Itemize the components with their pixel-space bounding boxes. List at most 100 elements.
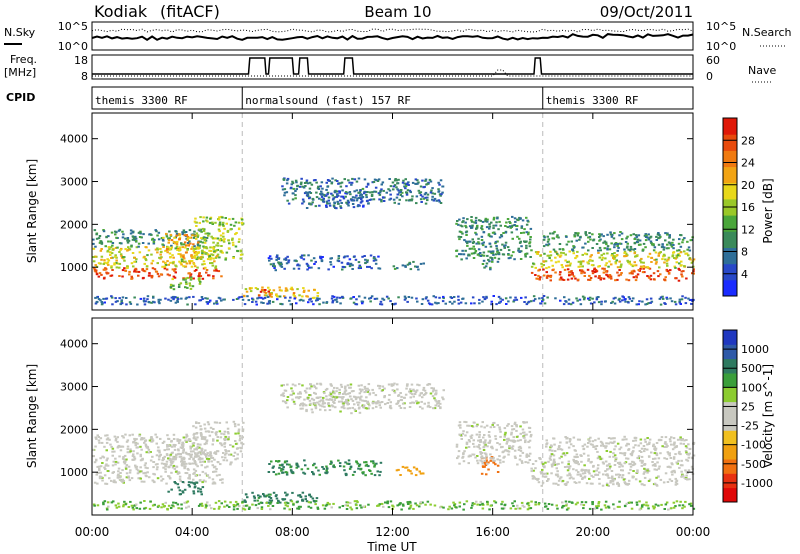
scatter-cell — [620, 238, 624, 241]
scatter-cell — [396, 193, 399, 196]
scatter-cell — [477, 439, 480, 442]
scatter-cell — [555, 463, 559, 466]
scatter-cell — [285, 288, 288, 291]
scatter-cell — [432, 199, 436, 202]
scatter-cell — [322, 467, 325, 470]
scatter-cell — [544, 461, 547, 464]
scatter-cell — [643, 450, 646, 453]
scatter-cell — [480, 452, 484, 454]
scatter-cell — [556, 475, 560, 478]
scatter-cell — [103, 500, 107, 503]
scatter-cell — [183, 501, 186, 504]
scatter-cell — [455, 249, 458, 252]
scatter-cell — [197, 487, 200, 490]
scatter-cell — [548, 257, 551, 259]
scatter-cell — [613, 437, 616, 440]
scatter-cell — [138, 236, 142, 238]
scatter-cell — [114, 297, 117, 300]
scatter-cell — [337, 459, 340, 462]
scatter-cell — [232, 244, 235, 247]
scatter-cell — [598, 275, 601, 277]
scatter-cell — [500, 235, 504, 238]
scatter-cell — [183, 467, 186, 470]
scatter-cell — [281, 188, 285, 191]
scatter-cell — [327, 403, 330, 405]
scatter-cell — [195, 455, 198, 458]
scatter-cell — [569, 474, 572, 477]
scatter-cell — [500, 234, 503, 236]
scatter-cell — [459, 301, 463, 304]
scatter-cell — [381, 297, 384, 300]
scatter-cell — [513, 421, 517, 424]
scatter-cell — [431, 395, 435, 398]
scatter-cell — [594, 439, 597, 442]
scatter-cell — [202, 220, 205, 223]
scatter-cell — [215, 300, 218, 303]
scatter-cell — [367, 465, 370, 468]
scatter-cell — [338, 296, 342, 299]
scatter-cell — [217, 270, 221, 273]
scatter-cell — [510, 431, 513, 434]
scatter-cell — [666, 465, 670, 468]
scatter-cell — [351, 399, 355, 402]
scatter-cell — [347, 201, 350, 204]
scatter-cell — [540, 265, 544, 268]
scatter-cell — [536, 253, 539, 255]
scatter-cell — [681, 295, 684, 298]
scatter-cell — [438, 200, 441, 203]
scatter-cell — [672, 456, 676, 459]
scatter-cell — [156, 449, 160, 452]
scatter-cell — [519, 217, 522, 220]
scatter-cell — [156, 466, 159, 469]
scatter-cell — [585, 482, 589, 485]
scatter-cell — [602, 445, 606, 448]
scatter-cell — [493, 256, 497, 259]
scatter-cell — [100, 240, 103, 243]
scatter-cell — [193, 254, 197, 257]
scatter-cell — [131, 455, 135, 457]
scatter-cell — [670, 443, 673, 446]
scatter-cell — [177, 286, 181, 288]
scatter-cell — [527, 504, 531, 507]
scatter-cell — [121, 269, 125, 272]
scatter-cell — [171, 261, 175, 264]
scatter-cell — [519, 250, 522, 253]
scatter-cell — [588, 274, 591, 277]
scatter-cell — [625, 252, 628, 255]
scatter-cell — [246, 295, 249, 298]
scatter-cell — [318, 297, 321, 300]
scatter-cell — [521, 428, 525, 431]
scatter-cell — [647, 443, 651, 445]
scatter-cell — [168, 252, 172, 255]
scatter-cell — [596, 457, 600, 460]
scatter-cell — [581, 445, 585, 448]
scatter-cell — [289, 296, 292, 299]
scatter-cell — [312, 464, 315, 467]
scatter-cell — [345, 399, 348, 401]
scatter-cell — [496, 217, 499, 220]
scatter-cell — [408, 507, 411, 510]
scatter-cell — [329, 261, 332, 263]
scatter-cell — [610, 263, 613, 266]
scatter-cell — [309, 394, 312, 397]
scatter-cell — [479, 440, 482, 443]
scatter-cell — [327, 268, 330, 271]
scatter-cell — [106, 258, 109, 261]
scatter-cell — [304, 404, 308, 407]
scatter-cell — [292, 267, 296, 270]
scatter-cell — [352, 390, 355, 392]
scatter-cell — [369, 300, 372, 303]
scatter-cell — [325, 194, 328, 197]
scatter-cell — [114, 504, 118, 507]
scatter-cell — [671, 470, 674, 473]
scatter-cell — [285, 182, 289, 185]
scatter-cell — [409, 470, 412, 473]
y-tick-label: 3000 — [60, 381, 88, 394]
scatter-cell — [411, 401, 414, 404]
scatter-cell — [618, 500, 621, 503]
scatter-cell — [242, 504, 245, 507]
scatter-cell — [308, 403, 312, 406]
scatter-cell — [306, 467, 310, 470]
scatter-cell — [208, 232, 211, 235]
scatter-cell — [185, 501, 188, 504]
